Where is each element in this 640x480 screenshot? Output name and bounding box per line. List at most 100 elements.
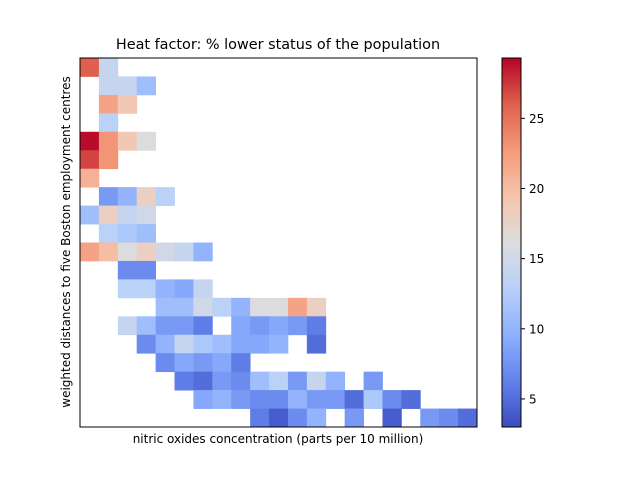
heatmap-cell — [269, 371, 289, 391]
heatmap-cell — [269, 316, 289, 336]
heatmap-cell — [306, 316, 327, 336]
heatmap-cell — [231, 297, 251, 317]
heatmap-cell — [250, 334, 270, 354]
heatmap-cell — [193, 316, 213, 336]
heatmap-cell — [117, 279, 138, 299]
heatmap-cell — [212, 390, 232, 409]
heatmap-cell — [193, 297, 213, 317]
heatmap-cell — [306, 390, 327, 409]
heatmap-cell — [193, 334, 213, 354]
heatmap-cell — [287, 371, 308, 391]
heatmap-cell — [212, 297, 232, 317]
heatmap-cell — [174, 242, 194, 262]
heatmap-cell — [136, 131, 157, 151]
heatmap-cell — [306, 334, 327, 354]
heatmap-cell — [212, 371, 232, 391]
heatmap-cell — [174, 297, 194, 317]
heatmap-cell — [136, 187, 157, 206]
heatmap-cell — [117, 224, 138, 243]
heatmap-cell — [250, 316, 270, 336]
heatmap-cell — [98, 113, 119, 133]
heatmap-cell — [174, 334, 194, 354]
heatmap-cell — [117, 94, 138, 114]
heatmap-cell — [212, 353, 232, 373]
y-axis-label: weighted distances to five Boston employ… — [59, 76, 73, 407]
colorbar-tick-label: 5 — [529, 392, 537, 406]
heatmap-cell — [174, 353, 194, 373]
heatmap-cell — [458, 408, 478, 428]
heatmap-cell — [231, 316, 251, 336]
heatmap-cell — [155, 279, 175, 299]
heatmap-cell — [325, 371, 346, 391]
heatmap-cell — [212, 334, 232, 354]
heatmap-cell — [155, 316, 175, 336]
heatmap-cell — [287, 390, 308, 409]
heatmap-cell — [98, 58, 119, 77]
heatmap-cell — [287, 408, 308, 428]
heatmap-cell — [117, 205, 138, 225]
heatmap-cell — [193, 242, 213, 262]
heatmap-cell — [174, 371, 194, 391]
heatmap-cell — [117, 76, 138, 96]
heatmap-cell — [344, 408, 364, 428]
heatmap-cell — [325, 390, 346, 409]
heatmap-cell — [193, 279, 213, 299]
heatmap-cell — [174, 316, 194, 336]
heatmap-cell — [155, 187, 175, 206]
heatmap-cell — [80, 58, 100, 77]
colorbar-tick-label: 20 — [529, 182, 544, 196]
colorbar-tick-label: 10 — [529, 322, 544, 336]
heatmap-cell — [363, 371, 383, 391]
heatmap-cell — [98, 187, 119, 206]
heatmap-cell — [401, 390, 421, 409]
heatmap-cell — [382, 408, 402, 428]
heatmap-cell — [117, 131, 138, 151]
heatmap-cell — [231, 334, 251, 354]
heatmap-cell — [306, 408, 327, 428]
heatmap-cell — [117, 260, 138, 280]
heatmap-cell — [98, 94, 119, 114]
heatmap-cell — [155, 297, 175, 317]
chart-title: Heat factor: % lower status of the popul… — [116, 37, 440, 53]
heatmap-cell — [250, 408, 270, 428]
heatmap-cell — [439, 408, 459, 428]
heatmap-cell — [269, 297, 289, 317]
heatmap-cell — [306, 297, 327, 317]
heatmap-cell — [155, 242, 175, 262]
heatmap-cell — [117, 316, 138, 336]
heatmap-cell — [136, 242, 157, 262]
heatmap-cell — [193, 353, 213, 373]
heatmap-cell — [250, 390, 270, 409]
heatmap-cell — [98, 131, 119, 151]
heatmap-cell — [193, 371, 213, 391]
heatmap-cell — [269, 390, 289, 409]
heatmap-cell — [287, 316, 308, 336]
heatmap-cell — [80, 131, 100, 151]
heatmap-cell — [231, 371, 251, 391]
heatmap-cell — [231, 390, 251, 409]
heatmap-cell — [344, 390, 364, 409]
heatmap-cell — [117, 187, 138, 206]
heatmap-cell — [155, 353, 175, 373]
heatmap-cell — [136, 260, 157, 280]
heatmap-cell — [136, 279, 157, 299]
heatmap-cell — [136, 316, 157, 336]
heatmap-cell — [98, 224, 119, 243]
plot-frame — [79, 57, 478, 428]
colorbar-ticks: 5 10 15 20 25 — [521, 112, 544, 406]
heatmap-cell — [269, 408, 289, 428]
heatmap-cell — [231, 353, 251, 373]
colorbar-tick-label: 25 — [529, 112, 544, 126]
colorbar-gradient — [501, 57, 522, 428]
heatmap-cell — [269, 334, 289, 354]
heatmap-cell — [80, 168, 100, 188]
heatmap-cell — [136, 334, 157, 354]
heatmap-cell — [80, 242, 100, 262]
heatmap-cell — [98, 76, 119, 96]
heatmap-cells — [80, 58, 478, 428]
heatmap-cell — [250, 371, 270, 391]
heatmap-cell — [136, 224, 157, 243]
heatmap-cell — [98, 205, 119, 225]
heatmap-cell — [306, 371, 327, 391]
